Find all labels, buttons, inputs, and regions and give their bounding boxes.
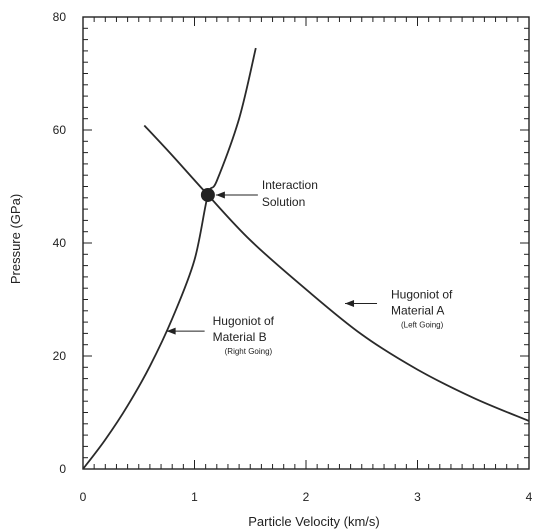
arrow-head-icon	[345, 299, 355, 307]
x-tick-label: 4	[526, 490, 533, 504]
intersection-point	[200, 187, 215, 202]
x-tick-label: 2	[303, 490, 310, 504]
x-axis-label: Particle Velocity (km/s)	[248, 514, 379, 529]
material-b-note: (Right Going)	[225, 347, 273, 356]
solution-label-line2: Solution	[262, 195, 305, 209]
y-tick-label: 60	[53, 123, 67, 137]
x-tick-label: 1	[191, 490, 198, 504]
y-tick-label: 0	[59, 462, 66, 476]
x-tick-label: 0	[80, 490, 87, 504]
y-tick-label: 20	[53, 349, 67, 363]
y-axis-label: Pressure (GPa)	[8, 194, 23, 284]
y-tick-label: 40	[53, 236, 67, 250]
y-tick-label: 80	[53, 10, 67, 24]
series-line-material-a	[143, 124, 530, 422]
ticks-layer	[82, 16, 530, 470]
plot-frame	[82, 16, 530, 470]
material-a-note: (Left Going)	[401, 320, 444, 329]
material-a-label-line1: Hugoniot of	[391, 287, 453, 301]
series-layer	[82, 47, 530, 470]
material-b-label-line1: Hugoniot of	[213, 314, 275, 328]
x-tick-label: 3	[414, 490, 421, 504]
solution-label-line1: Interaction	[262, 178, 318, 192]
material-b-label-line2: Material B	[213, 330, 267, 344]
material-a-label-line2: Material A	[391, 303, 444, 317]
arrow-head-icon	[215, 191, 225, 199]
annotations: Interaction Solution Hugoniot of Materia…	[166, 178, 453, 356]
arrow-head-icon	[166, 327, 176, 335]
series-line-material-b	[82, 47, 257, 470]
